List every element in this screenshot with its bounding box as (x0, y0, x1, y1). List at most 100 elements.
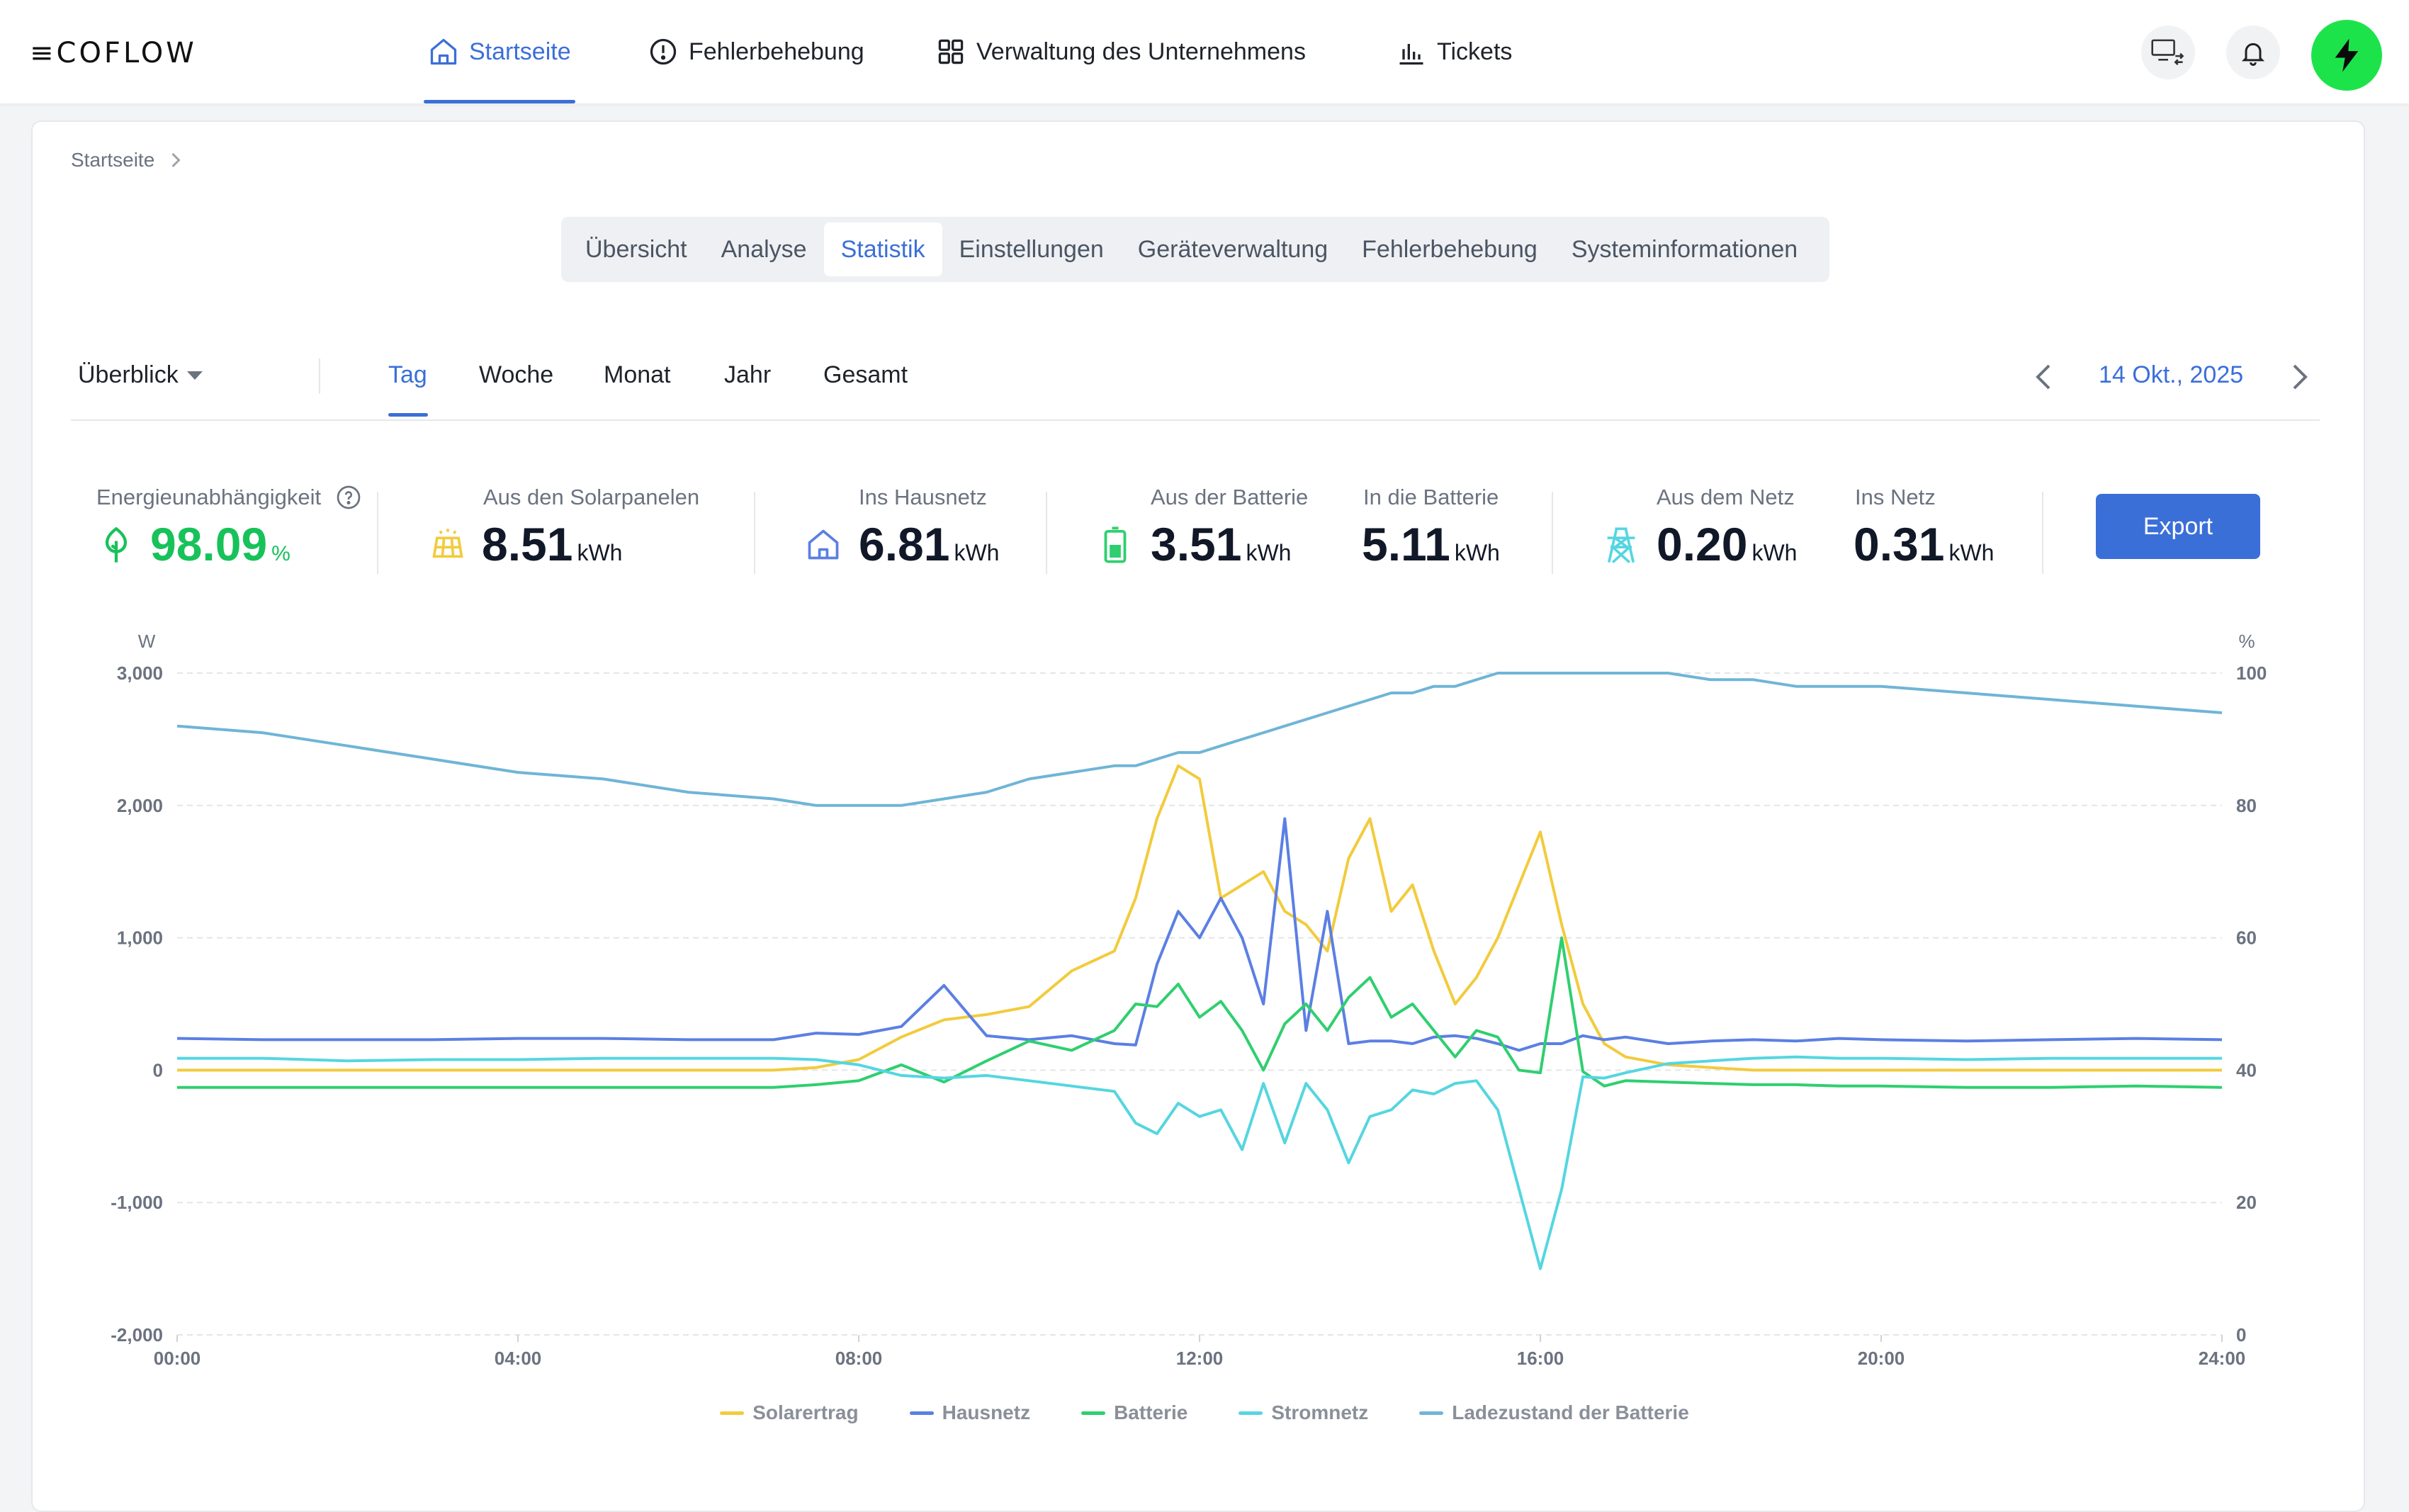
date-picker[interactable]: 14 Okt., 2025 (2099, 361, 2244, 388)
breadcrumb-startseite[interactable]: Startseite (71, 149, 155, 171)
divider (1046, 492, 1047, 574)
tab-fehlerbehebung[interactable]: Fehlerbehebung (1362, 236, 1538, 263)
solar-value: 8.51 kWh (482, 517, 622, 571)
x-tick-label: 04:00 (495, 1348, 542, 1369)
from-battery-unit: kWh (1246, 540, 1292, 565)
y2-tick-label: 80 (2236, 795, 2257, 816)
nav-fehlerbehebung[interactable]: Fehlerbehebung (648, 0, 864, 103)
to-grid-label: Ins Netz (1855, 485, 1936, 509)
house-icon (808, 529, 839, 560)
legend-label: Stromnetz (1271, 1401, 1369, 1423)
from-grid-unit: kWh (1751, 540, 1798, 565)
legend-item[interactable]: Ladezustand der Batterie (1419, 1401, 1689, 1424)
home-icon (428, 36, 459, 67)
from-grid-label: Aus dem Netz (1657, 485, 1795, 509)
power-button[interactable] (2311, 20, 2382, 91)
nav-label: Startseite (469, 38, 571, 65)
series-line-batterie (177, 936, 2223, 1089)
next-date-button[interactable] (2291, 363, 2308, 395)
home-value: 6.81 kWh (859, 517, 999, 571)
active-period-indicator (388, 413, 428, 417)
divider (754, 492, 755, 574)
power-tower-icon (1607, 527, 1635, 564)
y-tick-label: 2,000 (117, 795, 163, 816)
y2-tick-label: 0 (2236, 1324, 2246, 1345)
from-battery-value: 3.51 kWh (1151, 517, 1291, 571)
legend-label: Batterie (1114, 1401, 1188, 1423)
y-tick-label: -2,000 (111, 1324, 163, 1345)
legend-swatch (720, 1411, 745, 1415)
nav-verwaltung[interactable]: Verwaltung des Unternehmens (935, 0, 1306, 103)
grid-icon (935, 36, 966, 67)
to-grid-unit: kWh (1948, 540, 1995, 565)
solar-panel-icon (432, 529, 463, 558)
from-battery-number: 3.51 (1151, 518, 1242, 570)
period-tag[interactable]: Tag (388, 361, 427, 388)
solar-unit: kWh (577, 540, 623, 565)
tab-geraeteverwaltung[interactable]: Geräteverwaltung (1137, 236, 1328, 263)
to-battery-unit: kWh (1454, 540, 1500, 565)
series-line-ladezustand-der-batterie (176, 672, 2223, 807)
to-grid-value: 0.31 kWh (1854, 517, 1994, 571)
period-jahr[interactable]: Jahr (724, 361, 772, 388)
help-icon[interactable] (336, 485, 361, 510)
period-monat[interactable]: Monat (604, 361, 671, 388)
legend-swatch (1239, 1411, 1263, 1415)
home-unit: kWh (954, 540, 1000, 565)
chart-series (176, 672, 2223, 1270)
notifications-button[interactable] (2226, 26, 2280, 79)
ecoflow-logo[interactable]: ≡COFLOW (30, 37, 197, 69)
view-dropdown[interactable]: Überblick (78, 361, 203, 389)
period-gesamt[interactable]: Gesamt (823, 361, 908, 388)
legend-item[interactable]: Stromnetz (1239, 1401, 1368, 1424)
x-tick-label: 00:00 (154, 1348, 201, 1369)
series-line-stromnetz (177, 1055, 2222, 1270)
caret-down-icon (186, 371, 203, 380)
independence-number: 98.09 (150, 518, 268, 570)
tab-analyse[interactable]: Analyse (721, 236, 807, 263)
x-tick-label: 24:00 (2199, 1348, 2246, 1369)
divider (71, 419, 2320, 421)
legend-item[interactable]: Solarertrag (720, 1401, 859, 1424)
nav-tickets[interactable]: Tickets (1396, 0, 1512, 103)
divider (2042, 492, 2043, 574)
device-switch-button[interactable] (2141, 26, 2195, 79)
nav-label: Verwaltung des Unternehmens (976, 38, 1306, 65)
series-line-hausnetz (176, 817, 2223, 1052)
previous-date-button[interactable] (2035, 363, 2052, 395)
legend-swatch (1081, 1411, 1106, 1415)
to-battery-number: 5.11 (1362, 518, 1450, 570)
period-woche[interactable]: Woche (479, 361, 554, 388)
to-battery-label: In die Batterie (1363, 485, 1499, 509)
chart-y-ticks: 3,000 2,000 1,000 0 -1,000 -2,000 (111, 662, 163, 1345)
x-tick-label: 20:00 (1858, 1348, 1905, 1369)
chart-x-ticks: 00:00 04:00 08:00 12:00 16:00 20:00 24:00 (154, 1335, 2246, 1369)
chart-gridlines (177, 672, 2222, 1336)
home-number: 6.81 (859, 518, 950, 570)
legend-item[interactable]: Batterie (1081, 1401, 1187, 1424)
breadcrumb[interactable]: Startseite (71, 149, 181, 171)
tab-einstellungen[interactable]: Einstellungen (959, 236, 1104, 263)
tab-uebersicht[interactable]: Übersicht (585, 236, 687, 263)
export-button[interactable]: Export (2096, 494, 2260, 559)
legend-swatch (909, 1411, 934, 1415)
lightning-icon (2335, 38, 2359, 72)
nav-label: Fehlerbehebung (689, 38, 864, 65)
alert-circle-icon (648, 36, 679, 67)
y-tick-label: -1,000 (111, 1192, 163, 1213)
chart-y2-ticks: 100 80 60 40 20 0 (2236, 662, 2267, 1345)
legend-swatch (1419, 1411, 1444, 1415)
bar-chart-icon (1396, 36, 1427, 67)
nav-startseite[interactable]: Startseite (424, 0, 575, 103)
chevron-right-icon (171, 152, 181, 168)
from-battery-label: Aus der Batterie (1151, 485, 1309, 509)
tab-systeminformationen[interactable]: Systeminformationen (1571, 236, 1798, 263)
legend-item[interactable]: Hausnetz (909, 1401, 1030, 1424)
leaf-tree-icon (105, 526, 128, 563)
x-tick-label: 16:00 (1517, 1348, 1564, 1369)
from-grid-number: 0.20 (1657, 518, 1748, 570)
divider (319, 359, 320, 394)
x-tick-label: 08:00 (835, 1348, 883, 1369)
legend-label: Solarertrag (752, 1401, 859, 1423)
tab-statistik[interactable]: Statistik (823, 222, 942, 276)
